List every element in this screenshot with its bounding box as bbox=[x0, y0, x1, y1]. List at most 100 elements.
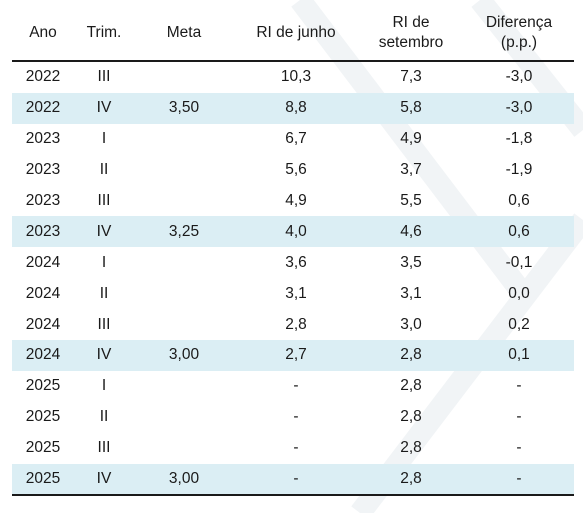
cell-ri-junho: 3,1 bbox=[285, 284, 307, 302]
cell-trim: II bbox=[99, 408, 109, 426]
header-ri-setembro-line1: RI de bbox=[392, 14, 430, 31]
header-trim: Trim. bbox=[74, 6, 134, 62]
cell-diferenca: 0,1 bbox=[464, 340, 574, 371]
cell-trim: I bbox=[101, 130, 107, 148]
header-meta: Meta bbox=[134, 6, 234, 62]
cell-diferenca: 0,0 bbox=[508, 284, 530, 302]
cell-diferenca: -1,8 bbox=[505, 130, 533, 148]
cell-meta bbox=[134, 371, 234, 402]
header-ri-setembro-line2: setembro bbox=[378, 34, 444, 51]
table-row: 2023 III 4,9 5,5 0,6 bbox=[12, 186, 574, 217]
cell-ri-junho: 3,6 bbox=[285, 253, 307, 271]
cell-ri-junho: 2,7 bbox=[234, 340, 358, 371]
cell-trim: IV bbox=[74, 340, 134, 371]
cell-ri-junho: - bbox=[293, 377, 299, 395]
cell-ri-setembro: 4,6 bbox=[358, 216, 464, 248]
cell-meta bbox=[134, 278, 234, 309]
cell-diferenca: - bbox=[464, 463, 574, 497]
table-row: 2022 IV 3,50 8,8 5,8 -3,0 bbox=[12, 92, 574, 124]
cell-diferenca: - bbox=[516, 377, 522, 395]
cell-ano: 2023 bbox=[25, 192, 61, 209]
table-row: 2023 I 6,7 4,9 -1,8 bbox=[12, 124, 574, 155]
cell-meta bbox=[134, 402, 234, 433]
cell-diferenca: -0,1 bbox=[505, 253, 533, 271]
cell-ri-setembro: 2,8 bbox=[400, 377, 422, 395]
header-ri-junho: RI de junho bbox=[234, 6, 358, 62]
cell-ri-junho: - bbox=[293, 439, 299, 457]
cell-diferenca: -3,0 bbox=[464, 92, 574, 124]
cell-diferenca: 0,6 bbox=[464, 216, 574, 248]
cell-ri-junho: 8,8 bbox=[234, 92, 358, 124]
cell-ri-junho: 4,9 bbox=[285, 192, 307, 209]
cell-trim: I bbox=[101, 253, 107, 271]
cell-trim: I bbox=[101, 377, 107, 395]
cell-ri-setembro: 2,8 bbox=[358, 340, 464, 371]
cell-ri-junho: 5,6 bbox=[285, 161, 307, 179]
cell-ri-junho: 2,8 bbox=[285, 315, 307, 333]
cell-diferenca: -3,0 bbox=[505, 68, 533, 86]
cell-meta: 3,25 bbox=[134, 216, 234, 248]
inflation-projection-table: Ano Trim. Meta RI de junho RI de setembr… bbox=[12, 6, 574, 497]
cell-ri-setembro: 5,8 bbox=[358, 92, 464, 124]
cell-meta bbox=[134, 247, 234, 278]
cell-ri-setembro: 3,5 bbox=[400, 253, 422, 271]
cell-meta bbox=[134, 186, 234, 217]
cell-ano: 2022 bbox=[25, 68, 61, 86]
cell-ano: 2023 bbox=[25, 130, 61, 148]
header-ri-setembro: RI de setembro bbox=[358, 6, 464, 62]
cell-trim: III bbox=[97, 315, 111, 333]
cell-ri-junho: 4,0 bbox=[234, 216, 358, 248]
cell-ano: 2025 bbox=[12, 463, 74, 497]
cell-ano: 2024 bbox=[12, 340, 74, 371]
cell-diferenca: - bbox=[516, 439, 522, 457]
cell-meta bbox=[134, 155, 234, 186]
header-diferenca-line2: (p.p.) bbox=[500, 34, 538, 51]
cell-diferenca: - bbox=[516, 408, 522, 426]
table-row: 2024 II 3,1 3,1 0,0 bbox=[12, 278, 574, 309]
cell-ano: 2023 bbox=[25, 161, 61, 179]
cell-meta bbox=[134, 433, 234, 464]
cell-ri-setembro: 3,1 bbox=[400, 284, 422, 302]
cell-diferenca: -1,9 bbox=[505, 161, 533, 179]
cell-ri-junho: - bbox=[293, 408, 299, 426]
cell-diferenca: 0,2 bbox=[508, 315, 530, 333]
cell-ano: 2023 bbox=[12, 216, 74, 248]
cell-ano: 2024 bbox=[25, 284, 61, 302]
cell-ano: 2025 bbox=[25, 377, 61, 395]
table-row: 2025 I - 2,8 - bbox=[12, 371, 574, 402]
cell-ri-setembro: 2,8 bbox=[400, 408, 422, 426]
cell-trim: II bbox=[99, 284, 109, 302]
table-row: 2023 IV 3,25 4,0 4,6 0,6 bbox=[12, 216, 574, 248]
table-row: 2024 III 2,8 3,0 0,2 bbox=[12, 309, 574, 340]
cell-trim: IV bbox=[74, 216, 134, 248]
cell-meta bbox=[134, 309, 234, 340]
table-row: 2024 I 3,6 3,5 -0,1 bbox=[12, 247, 574, 278]
table-row: 2025 IV 3,00-2,8- bbox=[12, 463, 574, 497]
cell-trim: II bbox=[99, 161, 109, 179]
cell-meta: 3,00 bbox=[134, 463, 234, 497]
cell-ano: 2024 bbox=[25, 315, 61, 333]
table-row: 2022 III 10,3 7,3 -3,0 bbox=[12, 61, 574, 93]
cell-meta: 3,00 bbox=[134, 340, 234, 371]
cell-ri-junho: 10,3 bbox=[280, 68, 312, 86]
cell-ri-setembro: 5,5 bbox=[400, 192, 422, 209]
cell-meta bbox=[134, 124, 234, 155]
cell-ri-setembro: 7,3 bbox=[400, 68, 422, 86]
cell-ano: 2024 bbox=[25, 253, 61, 271]
cell-ano: 2022 bbox=[12, 92, 74, 124]
cell-ano: 2025 bbox=[25, 408, 61, 426]
cell-meta bbox=[134, 61, 234, 93]
cell-trim: III bbox=[97, 192, 111, 209]
cell-meta: 3,50 bbox=[134, 92, 234, 124]
table-row: 2025 II - 2,8 - bbox=[12, 402, 574, 433]
cell-trim: III bbox=[97, 68, 111, 86]
cell-diferenca: 0,6 bbox=[508, 192, 530, 209]
table-row: 2025 III - 2,8 - bbox=[12, 433, 574, 464]
cell-ri-setembro: 2,8 bbox=[400, 439, 422, 457]
cell-trim: IV bbox=[74, 463, 134, 497]
cell-ri-setembro: 3,0 bbox=[400, 315, 422, 333]
cell-ri-junho: 6,7 bbox=[285, 130, 307, 148]
cell-ri-junho: - bbox=[234, 463, 358, 497]
cell-ri-setembro: 2,8 bbox=[358, 463, 464, 497]
header-diferenca: Diferença (p.p.) bbox=[464, 6, 574, 62]
